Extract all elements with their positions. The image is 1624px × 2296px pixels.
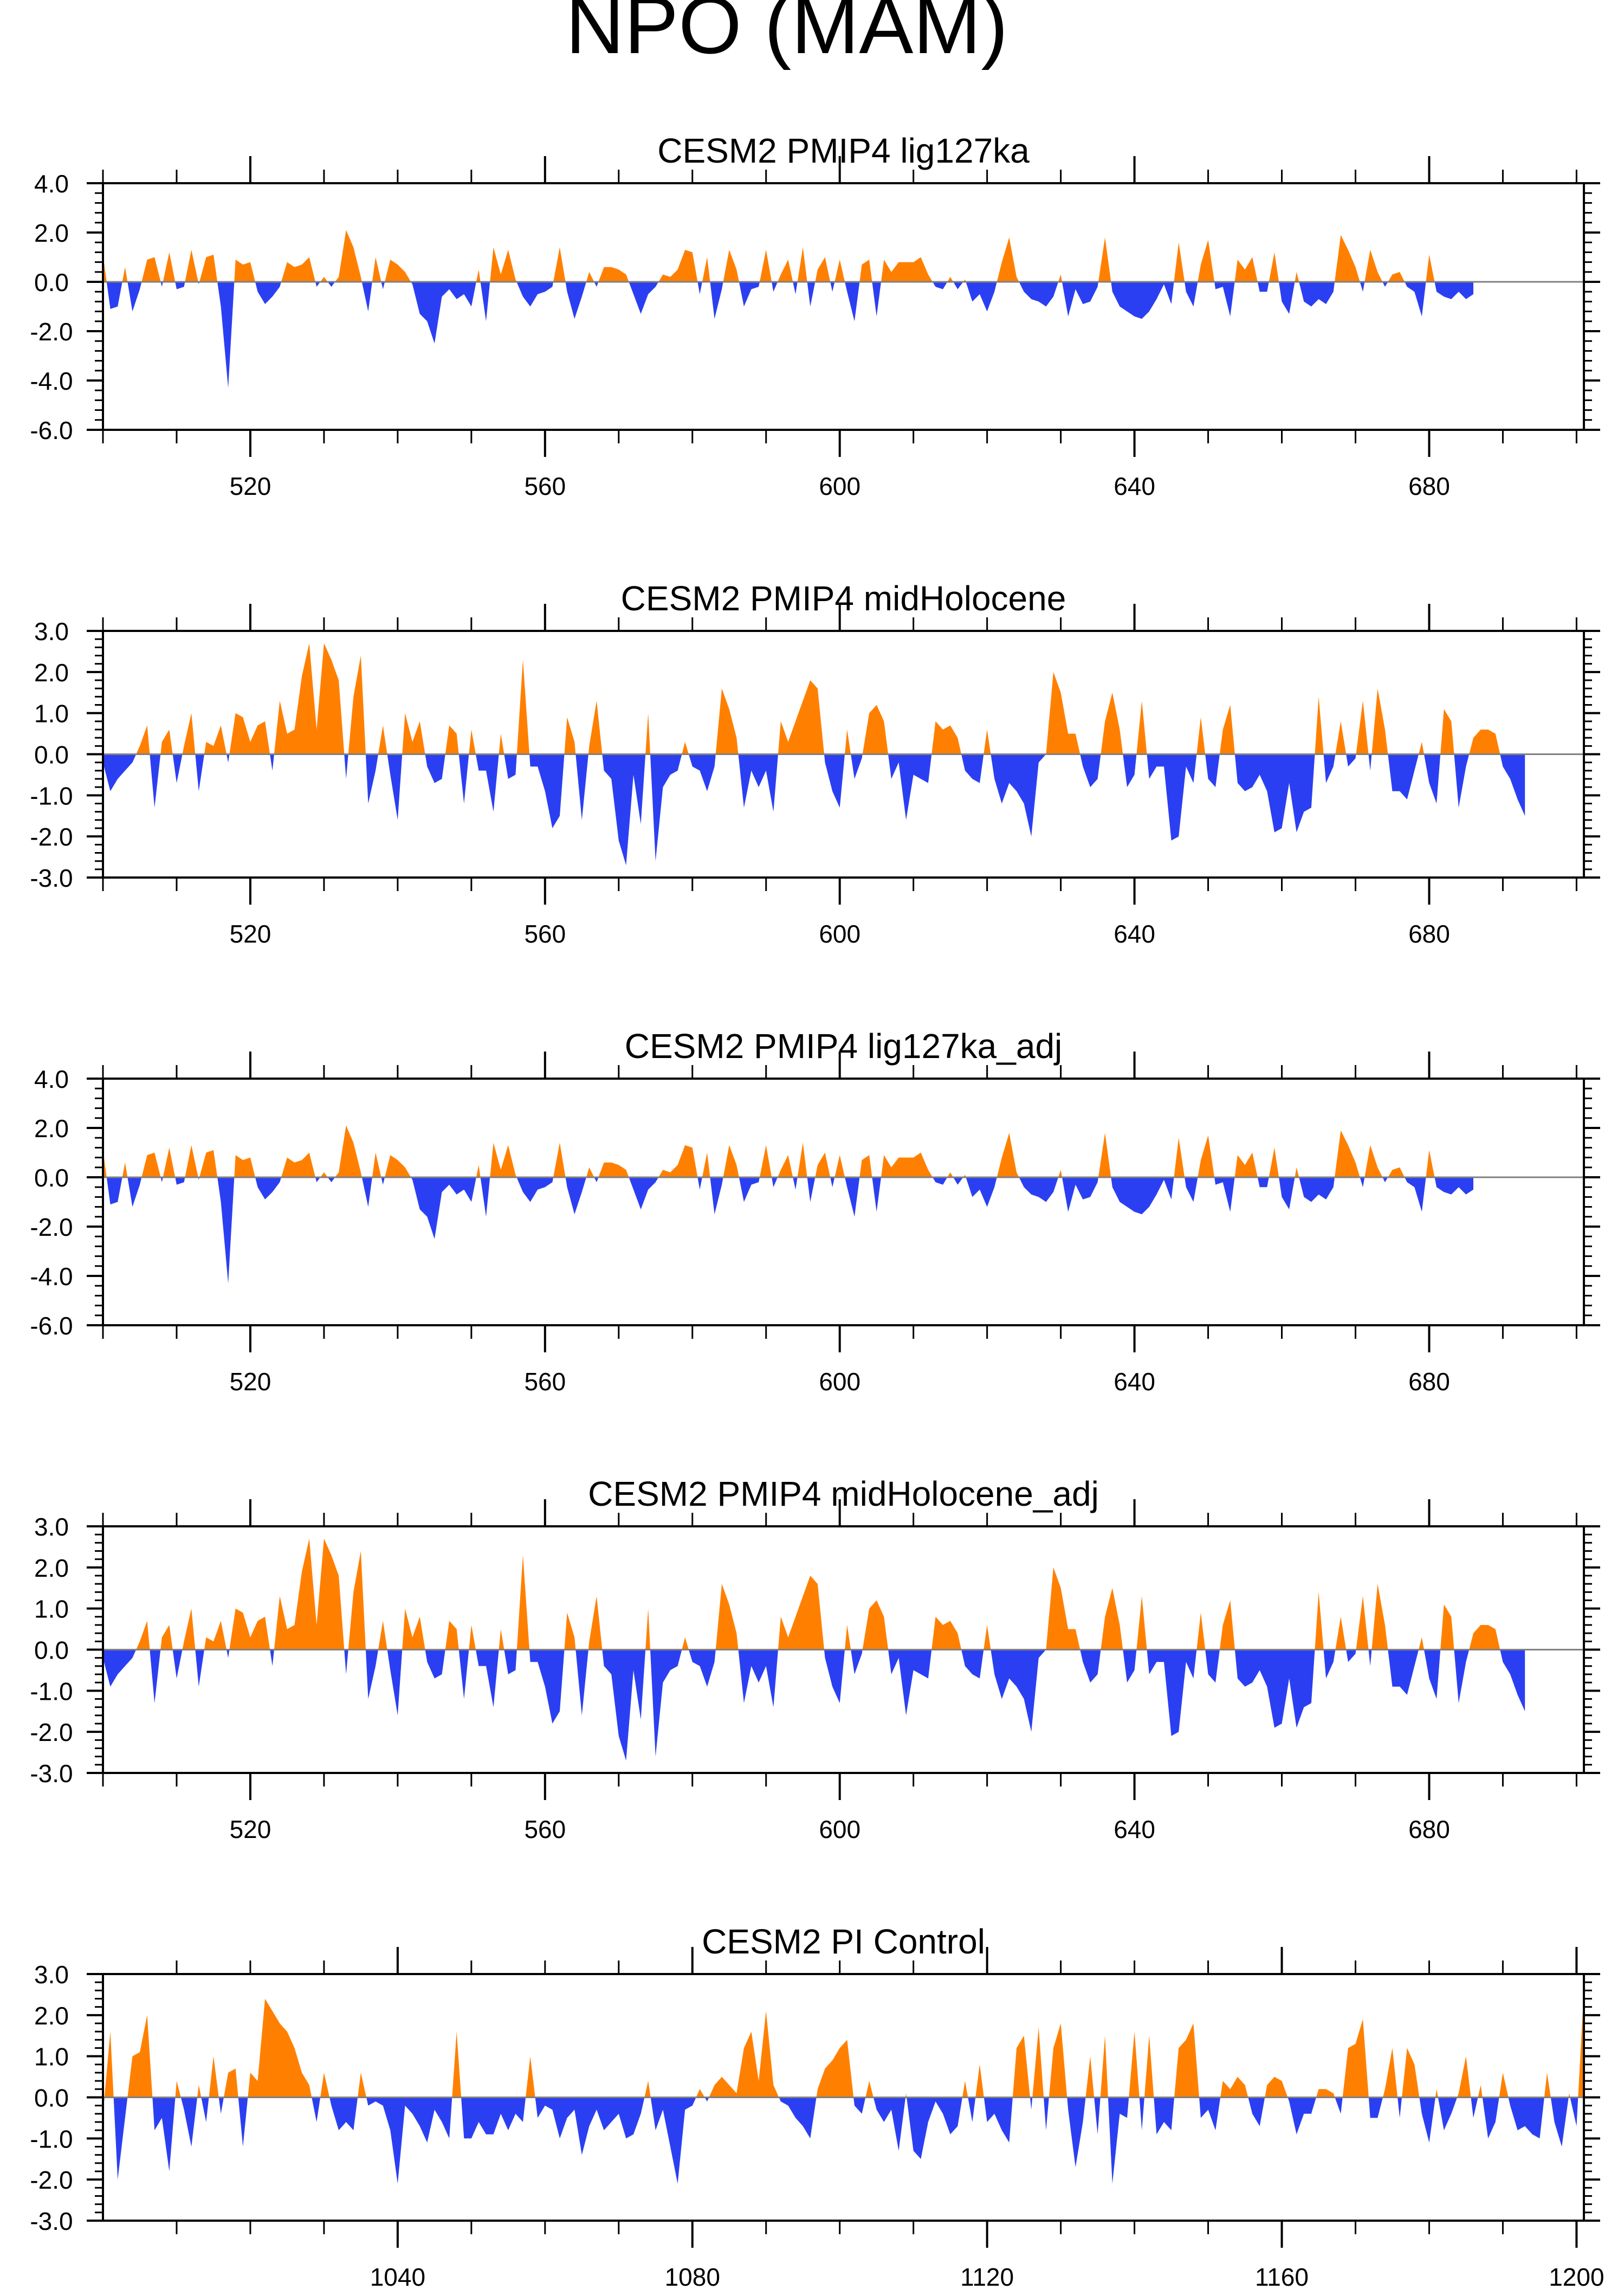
y-tick-label: 0.0	[34, 1164, 69, 1192]
panel-5: CESM2 PI Control -3.0 -2.0 -1.0 0.0 1.0 2.0 3.0…	[30, 1922, 1604, 2291]
y-tick-label: -3.0	[30, 1759, 73, 1788]
figure-title: NPO (MAM)	[566, 0, 1008, 70]
y-tick-label: -3.0	[30, 2207, 73, 2235]
x-tick-label: 600	[819, 1815, 860, 1843]
y-tick-label: 2.0	[34, 2002, 69, 2030]
panel-2: CESM2 PMIP4 midHolocene -3.0 -2.0 -1.0 0.0 1.…	[30, 579, 1600, 948]
y-tick-label: -2.0	[30, 1213, 73, 1241]
panel-title: CESM2 PMIP4 midHolocene_adj	[588, 1474, 1099, 1513]
panel-title: CESM2 PMIP4 midHolocene	[621, 579, 1066, 618]
x-tick-label: 1200	[1549, 2263, 1604, 2291]
panel-1: CESM2 PMIP4 lig127ka -6.0 -4.0 -2.0 0.0 2.0 4.…	[30, 131, 1600, 500]
y-tick-label: -2.0	[30, 2166, 73, 2194]
y-tick-label: 2.0	[34, 219, 69, 247]
y-tick-label: 0.0	[34, 2084, 69, 2112]
x-tick-label: 640	[1114, 1815, 1155, 1843]
x-tick-label: 680	[1408, 1815, 1450, 1843]
y-tick-label: 4.0	[34, 1065, 69, 1093]
y-tick-label: 4.0	[34, 170, 69, 198]
y-tick-label: -6.0	[30, 416, 73, 444]
panel-title: CESM2 PMIP4 lig127ka	[657, 131, 1030, 170]
x-tick-label: 680	[1408, 1368, 1450, 1396]
y-tick-label: 3.0	[34, 617, 69, 646]
positive-area	[103, 643, 1525, 754]
x-tick-label: 1120	[960, 2263, 1014, 2291]
y-tick-label: 1.0	[34, 700, 69, 728]
y-tick-label: 0.0	[34, 268, 69, 296]
y-tick-label: -1.0	[30, 1677, 73, 1705]
y-tick-label: 0.0	[34, 741, 69, 769]
x-tick-label: 640	[1114, 920, 1155, 948]
x-tick-label: 560	[524, 1815, 566, 1843]
x-tick-label: 520	[230, 472, 271, 500]
x-tick-label: 1160	[1255, 2263, 1309, 2291]
negative-area	[103, 754, 1525, 866]
panel-title: CESM2 PI Control	[702, 1922, 985, 1961]
x-tick-label: 600	[819, 920, 860, 948]
y-tick-label: -3.0	[30, 864, 73, 892]
negative-area	[103, 282, 1473, 388]
plot-frame	[102, 1078, 1585, 1326]
y-tick-label: -1.0	[30, 782, 73, 810]
x-tick-label: 520	[230, 920, 271, 948]
x-tick-label: 600	[819, 472, 860, 500]
y-tick-label: -2.0	[30, 318, 73, 346]
y-tick-label: 3.0	[34, 1513, 69, 1541]
y-tick-label: 1.0	[34, 2043, 69, 2071]
panel-3: CESM2 PMIP4 lig127ka_adj -6.0 -4.0 -2.0 0.0 2…	[30, 1027, 1600, 1396]
x-tick-label: 640	[1114, 472, 1155, 500]
x-tick-label: 1040	[370, 2263, 425, 2291]
panel-title: CESM2 PMIP4 lig127ka_adj	[625, 1027, 1063, 1066]
y-tick-label: 1.0	[34, 1595, 69, 1623]
negative-area	[103, 1649, 1525, 1761]
x-tick-label: 560	[524, 1368, 566, 1396]
y-tick-label: 2.0	[34, 659, 69, 687]
y-tick-label: 0.0	[34, 1636, 69, 1665]
y-tick-label: -6.0	[30, 1312, 73, 1340]
positive-area	[103, 230, 1473, 282]
x-tick-label: 560	[524, 920, 566, 948]
x-tick-label: 560	[524, 472, 566, 500]
x-tick-label: 680	[1408, 472, 1450, 500]
plot-frame	[102, 182, 1585, 431]
y-tick-label: -4.0	[30, 367, 73, 395]
y-tick-label: -2.0	[30, 823, 73, 851]
x-tick-label: 640	[1114, 1368, 1155, 1396]
y-tick-label: -1.0	[30, 2125, 73, 2153]
positive-area	[103, 1538, 1525, 1650]
panel-4: CESM2 PMIP4 midHolocene_adj -3.0 -2.0 -1.0 0…	[30, 1474, 1600, 1843]
y-tick-label: -2.0	[30, 1718, 73, 1746]
x-tick-label: 680	[1408, 920, 1450, 948]
y-tick-label: 3.0	[34, 1960, 69, 1989]
x-tick-label: 1080	[665, 2263, 720, 2291]
y-tick-label: -4.0	[30, 1262, 73, 1291]
negative-area	[103, 1177, 1473, 1284]
y-tick-label: 2.0	[34, 1114, 69, 1143]
x-tick-label: 520	[230, 1815, 271, 1843]
y-tick-label: 2.0	[34, 1554, 69, 1582]
positive-area	[103, 1990, 1584, 2098]
x-tick-label: 600	[819, 1368, 860, 1396]
positive-area	[103, 1125, 1473, 1177]
x-tick-label: 520	[230, 1368, 271, 1396]
negative-area	[103, 2097, 1584, 2184]
